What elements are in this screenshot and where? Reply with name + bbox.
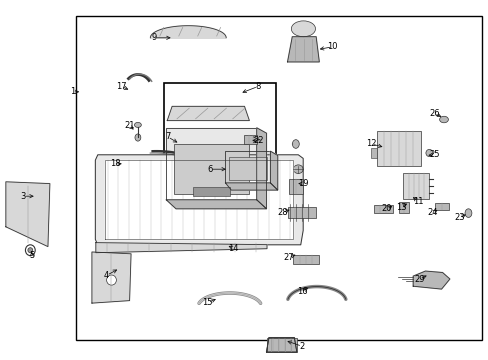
Text: 23: 23 bbox=[453, 213, 464, 222]
Polygon shape bbox=[256, 128, 266, 209]
Ellipse shape bbox=[439, 116, 447, 123]
Bar bbox=[373, 205, 392, 213]
Text: 24: 24 bbox=[427, 208, 437, 217]
Bar bbox=[244, 135, 256, 144]
Ellipse shape bbox=[425, 149, 432, 157]
Text: 17: 17 bbox=[116, 82, 126, 91]
Text: 14: 14 bbox=[228, 244, 239, 253]
Polygon shape bbox=[167, 106, 249, 121]
Bar bbox=[229, 157, 266, 180]
Bar bbox=[193, 187, 229, 196]
Polygon shape bbox=[166, 200, 266, 209]
Ellipse shape bbox=[292, 140, 299, 148]
Text: 25: 25 bbox=[428, 150, 439, 159]
Ellipse shape bbox=[28, 248, 33, 253]
Bar bbox=[288, 179, 303, 194]
Bar bbox=[434, 203, 448, 210]
Text: 15: 15 bbox=[202, 298, 213, 307]
Ellipse shape bbox=[291, 21, 315, 37]
Polygon shape bbox=[150, 26, 225, 38]
Polygon shape bbox=[412, 271, 449, 289]
Polygon shape bbox=[96, 243, 266, 253]
Text: 29: 29 bbox=[413, 274, 424, 284]
Text: 3: 3 bbox=[21, 192, 26, 201]
Bar bbox=[376, 131, 420, 166]
Ellipse shape bbox=[464, 209, 471, 217]
Bar bbox=[163, 83, 276, 205]
Text: 18: 18 bbox=[109, 159, 120, 168]
Bar bbox=[403, 173, 428, 199]
Text: 2: 2 bbox=[299, 342, 304, 351]
Text: 5: 5 bbox=[29, 251, 34, 260]
Text: 26: 26 bbox=[428, 109, 439, 118]
Bar bbox=[76, 16, 481, 340]
Text: 7: 7 bbox=[165, 132, 170, 141]
Text: 9: 9 bbox=[151, 33, 156, 42]
Polygon shape bbox=[270, 151, 277, 190]
Ellipse shape bbox=[135, 134, 141, 141]
Text: 6: 6 bbox=[207, 165, 212, 174]
Polygon shape bbox=[287, 37, 319, 62]
Text: 13: 13 bbox=[395, 202, 406, 211]
Text: 21: 21 bbox=[124, 122, 135, 130]
Polygon shape bbox=[105, 160, 293, 239]
Text: 1: 1 bbox=[70, 87, 75, 96]
Text: 28: 28 bbox=[277, 208, 287, 217]
Text: 20: 20 bbox=[380, 204, 391, 213]
Ellipse shape bbox=[25, 245, 35, 256]
Bar bbox=[398, 202, 408, 213]
Text: 27: 27 bbox=[283, 253, 293, 262]
Polygon shape bbox=[95, 155, 303, 245]
Polygon shape bbox=[6, 182, 50, 247]
Text: 11: 11 bbox=[412, 197, 423, 206]
Bar bbox=[370, 148, 376, 158]
Polygon shape bbox=[225, 151, 270, 183]
Text: 10: 10 bbox=[326, 42, 337, 51]
Text: 4: 4 bbox=[104, 271, 109, 280]
Bar bbox=[287, 207, 315, 218]
Ellipse shape bbox=[293, 165, 303, 174]
Polygon shape bbox=[266, 338, 296, 352]
Polygon shape bbox=[92, 252, 131, 303]
Text: 16: 16 bbox=[296, 287, 307, 296]
Bar bbox=[293, 255, 318, 264]
Bar bbox=[173, 144, 249, 194]
Text: 19: 19 bbox=[297, 179, 308, 188]
Text: 12: 12 bbox=[366, 139, 376, 148]
Bar bbox=[266, 338, 296, 352]
Text: 22: 22 bbox=[252, 136, 263, 145]
Text: 8: 8 bbox=[255, 82, 260, 91]
Polygon shape bbox=[166, 128, 256, 200]
Ellipse shape bbox=[106, 275, 116, 285]
Ellipse shape bbox=[134, 122, 141, 127]
Polygon shape bbox=[225, 183, 277, 190]
